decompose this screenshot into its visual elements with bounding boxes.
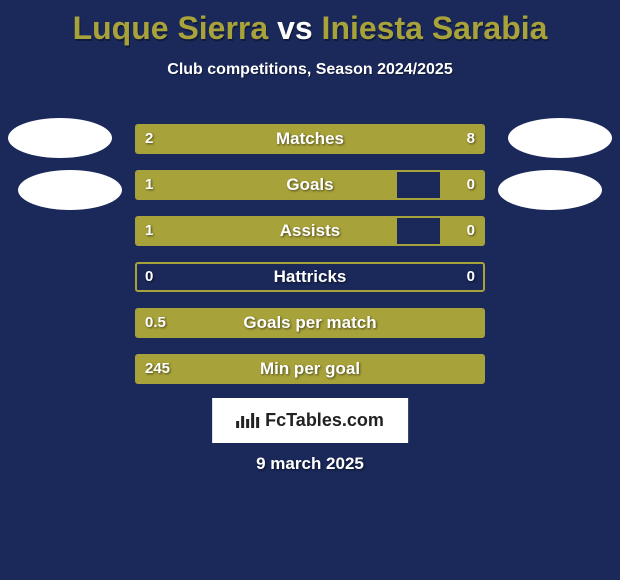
title-vs: vs <box>277 10 313 46</box>
branding-badge: FcTables.com <box>212 398 408 443</box>
branding-text: FcTables.com <box>265 410 384 431</box>
avatar-player1-photo <box>18 170 122 210</box>
stat-value-left: 1 <box>145 218 153 244</box>
stat-row: Min per goal245 <box>135 354 485 384</box>
subtitle: Club competitions, Season 2024/2025 <box>0 61 620 79</box>
stats-bars: Matches28Goals10Assists10Hattricks00Goal… <box>135 124 485 400</box>
stat-value-left: 0 <box>145 264 153 290</box>
page-title: Luque Sierra vs Iniesta Sarabia <box>0 0 620 47</box>
stat-row: Matches2 8 <box>135 124 485 154</box>
comparison-card: Luque Sierra vs Iniesta Sarabia Club com… <box>0 0 620 580</box>
stat-value-left: 2 <box>145 126 153 152</box>
stat-row: Assists1 0 <box>135 216 485 246</box>
stat-label: Assists <box>137 218 483 244</box>
stat-label: Matches <box>137 126 483 152</box>
stat-value-right: 0 <box>467 264 475 290</box>
bar-chart-icon <box>236 413 259 428</box>
date-label: 9 march 2025 <box>0 454 620 474</box>
avatar-player2-photo <box>498 170 602 210</box>
stat-value-left: 245 <box>145 356 170 382</box>
title-player1: Luque Sierra <box>73 10 269 46</box>
avatar-player1-club <box>8 118 112 158</box>
stat-value-right: 8 <box>467 126 475 152</box>
avatar-player2-club <box>508 118 612 158</box>
stat-row: Hattricks0 0 <box>135 262 485 292</box>
stat-label: Goals per match <box>137 310 483 336</box>
stat-label: Min per goal <box>137 356 483 382</box>
stat-label: Goals <box>137 172 483 198</box>
title-player2: Iniesta Sarabia <box>322 10 548 46</box>
stat-value-right: 0 <box>467 172 475 198</box>
stat-row: Goals per match0.5 <box>135 308 485 338</box>
stat-value-left: 0.5 <box>145 310 166 336</box>
stat-value-left: 1 <box>145 172 153 198</box>
stat-value-right: 0 <box>467 218 475 244</box>
stat-label: Hattricks <box>137 264 483 290</box>
stat-row: Goals1 0 <box>135 170 485 200</box>
